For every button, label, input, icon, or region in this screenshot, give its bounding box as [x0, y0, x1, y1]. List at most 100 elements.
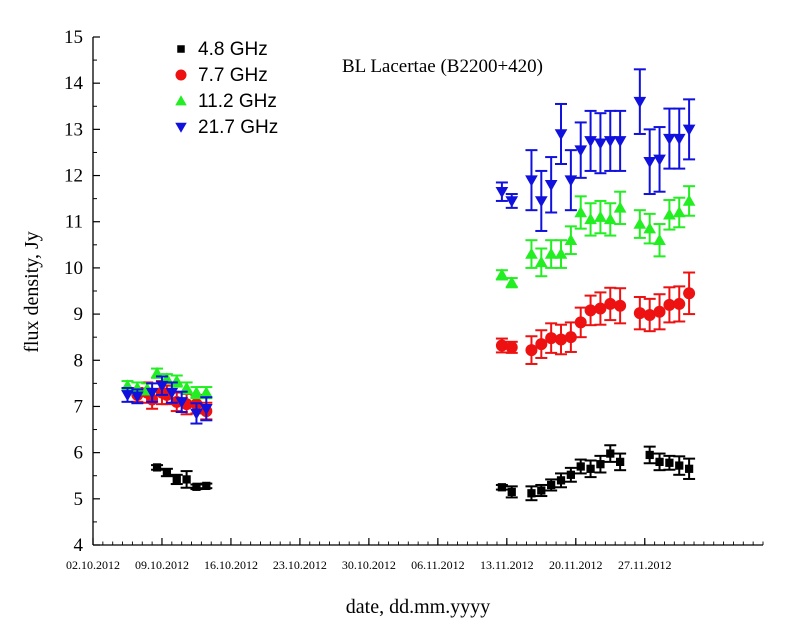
data-point: [545, 332, 558, 345]
data-point: [633, 96, 647, 108]
legend-item: 4.8 GHz: [177, 39, 268, 60]
legend-marker: [175, 69, 187, 81]
data-point: [525, 175, 538, 187]
data-point: [663, 133, 676, 145]
data-point: [554, 247, 568, 259]
data-point: [633, 307, 646, 320]
data-point: [150, 366, 164, 378]
data-points-group: [121, 68, 696, 502]
data-point: [643, 156, 657, 169]
data-point: [684, 464, 694, 473]
legend-label: 7.7 GHz: [198, 65, 268, 86]
data-point: [180, 381, 193, 393]
y-tick-label: 12: [64, 166, 83, 187]
data-point: [566, 470, 575, 479]
x-tick-label: 30.10.2012: [342, 558, 396, 572]
data-point: [544, 247, 558, 259]
y-tick-label: 14: [64, 73, 84, 94]
data-point: [613, 136, 627, 148]
data-point: [152, 463, 162, 472]
data-point: [525, 344, 538, 357]
data-point: [653, 154, 666, 166]
legend: 4.8 GHz 7.7 GHz 11.2 GHz 21.7 GHz: [175, 39, 278, 138]
data-point: [603, 213, 617, 225]
data-point: [606, 449, 615, 458]
data-point: [613, 201, 627, 213]
data-point: [682, 194, 696, 206]
data-point: [663, 208, 676, 220]
data-point: [655, 457, 664, 466]
data-point: [594, 210, 607, 222]
data-point: [603, 136, 617, 148]
data-point: [172, 475, 181, 484]
data-point: [616, 457, 625, 466]
series-7-7-ghz: [131, 271, 696, 421]
data-point: [555, 333, 568, 346]
legend-label: 4.8 GHz: [198, 39, 268, 60]
data-point: [645, 450, 654, 460]
data-point: [614, 299, 627, 312]
data-point: [672, 206, 686, 218]
data-point: [527, 489, 536, 498]
legend-label: 11.2 GHz: [198, 91, 277, 112]
data-point: [643, 222, 657, 234]
x-axis-title: date, dd.mm.yyyy: [346, 596, 490, 618]
data-point: [190, 386, 203, 398]
data-point: [653, 305, 666, 318]
data-point: [537, 486, 546, 495]
legend-item: 7.7 GHz: [175, 65, 268, 86]
data-point: [190, 408, 203, 420]
data-point: [574, 206, 588, 218]
data-point: [564, 233, 578, 245]
data-point: [633, 217, 647, 229]
data-point: [202, 481, 211, 491]
data-point: [199, 386, 213, 398]
series-21-7-ghz: [121, 68, 696, 425]
legend-marker: [175, 122, 187, 133]
data-point: [673, 297, 686, 310]
legend-item: 11.2 GHz: [175, 91, 277, 112]
data-point: [121, 390, 134, 402]
y-tick-label: 4: [74, 535, 84, 556]
x-tick-label: 27.11.2012: [618, 558, 672, 572]
data-point: [160, 372, 174, 384]
data-point: [495, 339, 508, 352]
data-point: [554, 129, 568, 141]
data-point: [574, 316, 587, 329]
x-tick-label: 20.11.2012: [549, 558, 603, 572]
data-point: [665, 458, 674, 467]
data-point: [596, 460, 605, 469]
data-point: [594, 302, 607, 315]
data-point: [604, 297, 617, 310]
y-tick-label: 7: [74, 396, 84, 417]
y-tick-label: 10: [64, 258, 83, 279]
data-point: [497, 483, 507, 492]
data-point: [682, 124, 696, 136]
data-point: [162, 468, 172, 477]
data-point: [525, 247, 538, 259]
data-point: [534, 196, 548, 208]
x-tick-label: 02.10.2012: [66, 558, 120, 572]
data-point: [534, 256, 548, 268]
data-point: [505, 276, 519, 288]
y-tick-label: 6: [74, 443, 84, 464]
data-point: [175, 397, 189, 409]
legend-marker: [177, 45, 185, 53]
data-point: [145, 387, 159, 399]
data-point: [564, 175, 578, 187]
data-point: [586, 464, 595, 473]
y-tick-label: 5: [74, 489, 84, 510]
x-tick-label: 16.10.2012: [204, 558, 258, 572]
data-point: [535, 338, 548, 351]
data-point: [505, 341, 518, 354]
data-point: [544, 180, 558, 192]
data-point: [584, 136, 597, 148]
y-tick-label: 15: [64, 27, 83, 48]
data-point: [547, 480, 556, 490]
data-point: [199, 404, 213, 416]
data-point: [495, 268, 509, 280]
data-point: [683, 287, 696, 300]
data-point: [574, 145, 588, 157]
